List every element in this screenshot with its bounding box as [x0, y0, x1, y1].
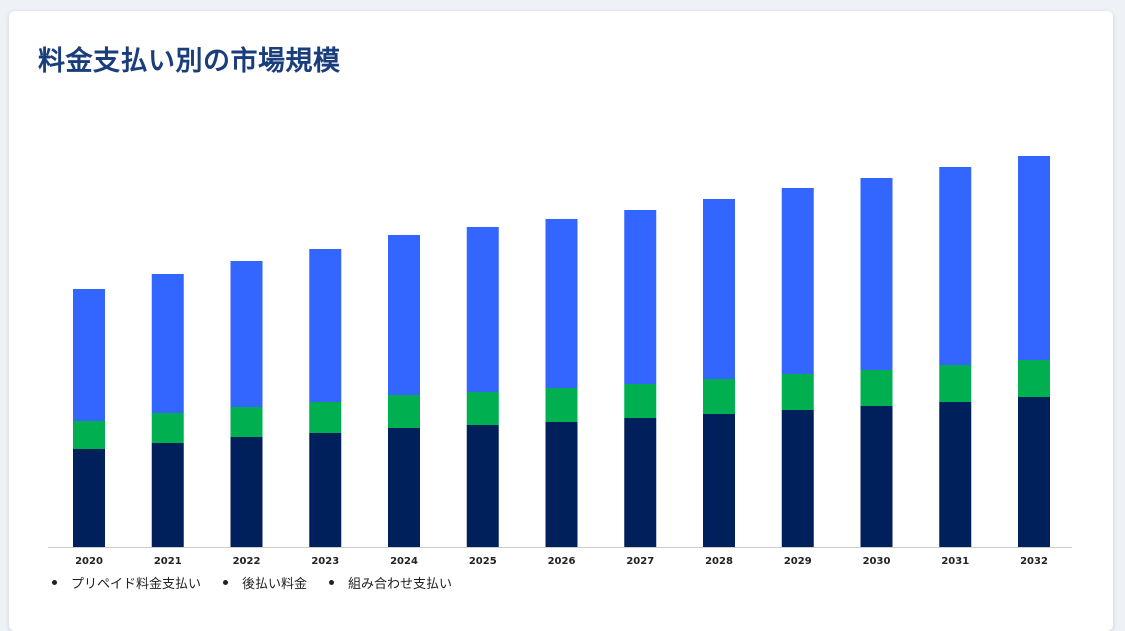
x-tick-label: 2032 — [1020, 556, 1048, 567]
bar-2024-series-0 — [388, 428, 420, 547]
bar-2025-series-2 — [466, 227, 499, 392]
bar-2020-series-1 — [73, 421, 105, 449]
bar-2023-series-2 — [309, 249, 342, 402]
bar-2029-series-1 — [781, 374, 814, 410]
bullet-icon — [223, 580, 229, 585]
bar-2032-series-1 — [1018, 360, 1050, 397]
bar-2020-series-2 — [73, 289, 105, 421]
stacked-bar-chart: 2020 2021 2022 2023 2024 2025 2026 2027 2028 2029… — [48, 156, 1072, 567]
chart-title: 料金支払い別の市場規模 — [38, 46, 341, 77]
x-tick-label: 2027 — [626, 556, 654, 567]
bar-2026-series-2 — [545, 219, 578, 388]
bar-2030-series-2 — [860, 178, 893, 370]
bar-2031-series-2 — [939, 167, 972, 365]
bar-2026-series-0 — [545, 422, 578, 547]
bar-2031-series-1 — [939, 365, 972, 402]
bar-2028-series-1 — [703, 379, 735, 414]
bar-2023-series-0 — [309, 433, 342, 547]
x-tick-label: 2026 — [548, 556, 576, 567]
bar-2032-series-0 — [1018, 397, 1050, 547]
bar-2022-series-0 — [230, 437, 263, 547]
bar-2022-series-1 — [230, 407, 263, 437]
bar-2027-series-1 — [624, 384, 657, 418]
chart-legend: プリペイド料金支払い 後払い料金 組み合わせ支払い — [52, 573, 452, 592]
bar-2025-series-1 — [466, 392, 499, 425]
legend-item-postpaid: 後払い料金 — [223, 573, 307, 592]
bar-2021-series-0 — [151, 443, 184, 547]
legend-label-combined: 組み合わせ支払い — [348, 577, 453, 592]
bar-2021-series-2 — [151, 274, 184, 413]
bar-2031-series-0 — [939, 402, 972, 547]
bar-2025-series-0 — [466, 425, 499, 547]
bar-2024-series-1 — [388, 395, 420, 428]
bar-2026-series-1 — [545, 388, 578, 422]
bar-2032-series-2 — [1018, 156, 1050, 360]
x-tick-label: 2029 — [784, 556, 812, 567]
x-tick-label: 2028 — [705, 556, 733, 567]
x-tick-label: 2023 — [311, 556, 339, 567]
x-tick-label: 2022 — [233, 556, 261, 567]
legend-label-postpaid: 後払い料金 — [242, 577, 308, 592]
legend-item-prepaid: プリペイド料金支払い — [52, 573, 201, 592]
x-tick-label: 2024 — [390, 556, 418, 567]
bullet-icon — [329, 580, 335, 585]
bar-2027-series-0 — [624, 418, 657, 547]
bar-2021-series-1 — [151, 413, 184, 443]
bar-2030-series-0 — [860, 406, 893, 547]
x-tick-label: 2031 — [941, 556, 969, 567]
bar-2028-series-2 — [703, 199, 735, 379]
bar-2029-series-2 — [781, 188, 814, 374]
x-tick-label: 2021 — [154, 556, 182, 567]
legend-label-prepaid: プリペイド料金支払い — [71, 577, 202, 592]
bullet-icon — [52, 580, 57, 585]
x-tick-label: 2030 — [863, 556, 891, 567]
bar-2027-series-2 — [624, 210, 657, 384]
x-tick-label: 2025 — [469, 556, 497, 567]
bar-2022-series-2 — [230, 261, 263, 407]
bar-2023-series-1 — [309, 402, 342, 433]
legend-item-combined: 組み合わせ支払い — [329, 573, 452, 592]
bar-2024-series-2 — [388, 235, 420, 395]
bar-2029-series-0 — [781, 410, 814, 547]
bar-2028-series-0 — [703, 414, 735, 547]
bar-2030-series-1 — [860, 370, 893, 406]
bar-2020-series-0 — [73, 449, 105, 547]
x-tick-label: 2020 — [75, 556, 103, 567]
